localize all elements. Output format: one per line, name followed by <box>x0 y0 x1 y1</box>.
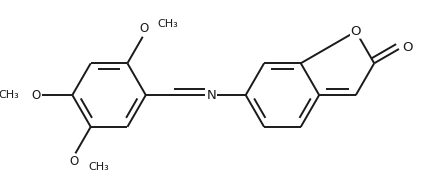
Text: O: O <box>31 89 41 102</box>
Text: O: O <box>350 25 360 38</box>
Text: O: O <box>139 22 148 35</box>
Text: N: N <box>206 89 216 102</box>
Text: CH₃: CH₃ <box>89 162 109 172</box>
Text: CH₃: CH₃ <box>0 90 19 100</box>
Text: O: O <box>70 155 79 168</box>
Text: O: O <box>401 41 412 54</box>
Text: CH₃: CH₃ <box>157 19 177 29</box>
